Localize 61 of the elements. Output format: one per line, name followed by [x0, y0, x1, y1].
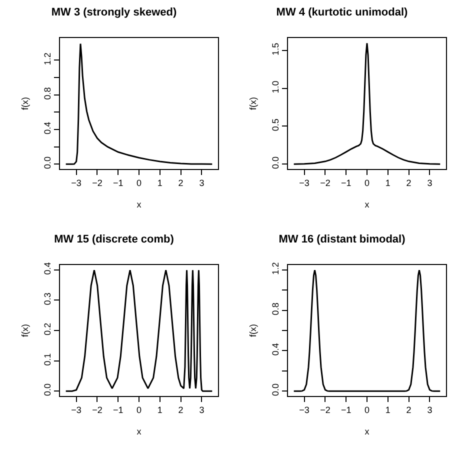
- x-tick-label: 1: [385, 404, 390, 415]
- x-tick-label: 2: [178, 178, 184, 188]
- y-tick-label: 0.8: [270, 302, 280, 316]
- chart-title: MW 15 (discrete comb): [54, 234, 174, 246]
- x-axis-title: x: [136, 426, 142, 437]
- x-tick-label: −2: [320, 404, 330, 415]
- x-tick-label: 3: [199, 404, 204, 415]
- y-tick-label: 0.5: [270, 118, 280, 132]
- x-tick-label: 0: [136, 178, 142, 188]
- x-tick-label: −1: [340, 404, 352, 415]
- y-tick-label: 0.1: [42, 353, 52, 366]
- x-tick-label: −2: [92, 404, 102, 415]
- x-tick-label: −3: [71, 178, 82, 188]
- y-tick-label: 1.2: [42, 52, 52, 66]
- x-tick-label: 0: [364, 178, 370, 188]
- y-tick-label: 0.4: [42, 262, 52, 275]
- y-tick-label: 1.2: [270, 262, 280, 275]
- y-axis-title: f(x): [248, 97, 258, 110]
- x-axis-title: x: [364, 426, 370, 437]
- line-series: [293, 42, 441, 165]
- x-tick-label: 0: [136, 404, 142, 415]
- x-axis-title: x: [364, 200, 370, 210]
- x-tick-label: −3: [299, 178, 310, 188]
- x-tick-label: −2: [320, 178, 330, 188]
- line-series: [65, 269, 213, 392]
- x-tick-label: −3: [299, 404, 310, 415]
- y-tick-label: 1.5: [270, 42, 280, 56]
- x-tick-label: 1: [157, 178, 162, 188]
- x-tick-label: −3: [71, 404, 82, 415]
- x-axis-title: x: [136, 200, 142, 210]
- x-tick-label: 1: [385, 178, 390, 188]
- chart-title: MW 3 (strongly skewed): [51, 6, 177, 19]
- y-tick-label: 0.0: [270, 384, 280, 396]
- x-tick-label: 1: [157, 404, 162, 415]
- x-tick-label: 2: [406, 178, 412, 188]
- x-tick-label: 3: [427, 178, 432, 188]
- x-tick-label: 0: [364, 404, 370, 415]
- y-tick-label: 0.4: [42, 122, 52, 134]
- x-tick-label: −1: [340, 178, 352, 188]
- x-tick-label: −1: [112, 178, 124, 188]
- line-series: [65, 42, 213, 165]
- y-tick-label: 1.0: [270, 80, 280, 94]
- x-tick-label: −2: [92, 178, 102, 188]
- x-tick-label: 3: [427, 404, 432, 415]
- y-axis-title: f(x): [248, 324, 258, 337]
- x-tick-label: 2: [178, 404, 184, 415]
- y-tick-label: 0.3: [42, 292, 52, 306]
- y-tick-label: 0.8: [42, 87, 52, 100]
- chart-title: MW 4 (kurtotic unimodal): [276, 6, 408, 19]
- y-tick-label: 0.0: [42, 156, 52, 170]
- x-tick-label: −1: [112, 404, 124, 415]
- chart-title: MW 16 (distant bimodal): [278, 234, 406, 246]
- line-series: [293, 269, 441, 392]
- y-tick-label: 0.0: [270, 156, 280, 170]
- x-tick-label: 3: [199, 178, 204, 188]
- y-axis-title: f(x): [20, 97, 30, 110]
- y-tick-label: 0.4: [270, 343, 280, 356]
- x-tick-label: 2: [406, 404, 412, 415]
- y-tick-label: 0.0: [42, 384, 52, 396]
- y-axis-title: f(x): [20, 324, 30, 337]
- y-tick-label: 0.2: [42, 322, 52, 336]
